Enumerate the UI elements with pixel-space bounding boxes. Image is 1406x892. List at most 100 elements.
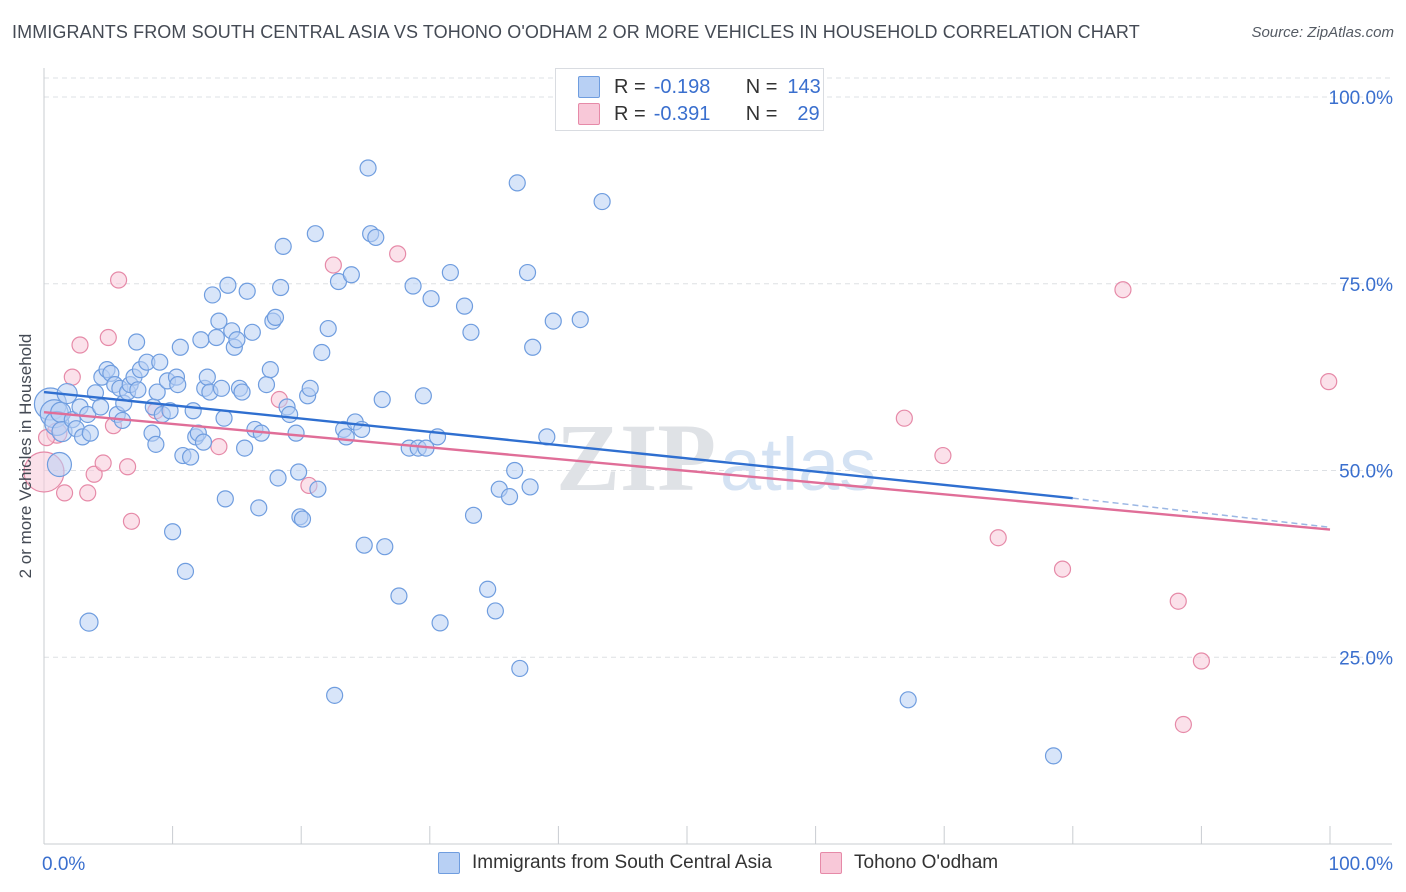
- immigrants-point: [355, 536, 373, 554]
- tohono-point: [934, 446, 952, 465]
- immigrants-point: [272, 278, 290, 297]
- immigrants-point: [486, 602, 504, 620]
- immigrants-point: [266, 308, 285, 326]
- immigrants-point: [148, 383, 166, 401]
- immigrants-point: [899, 691, 917, 709]
- immigrants-point: [281, 405, 299, 424]
- legend-n-label: N =: [745, 102, 778, 125]
- immigrants-point: [464, 506, 483, 524]
- immigrants-point: [431, 614, 449, 632]
- tohono-point: [989, 529, 1007, 547]
- immigrants-point: [309, 480, 327, 498]
- immigrants-point: [290, 463, 308, 481]
- immigrants-point: [571, 311, 589, 329]
- immigrants-point: [521, 478, 539, 496]
- immigrants-point: [319, 319, 337, 338]
- tohono-point: [99, 328, 117, 347]
- immigrants-point: [404, 277, 422, 295]
- immigrants-point: [91, 398, 110, 416]
- y-tick-label: 100.0%: [1329, 88, 1394, 109]
- immigrants-point: [203, 286, 222, 304]
- immigrants-point: [455, 297, 474, 315]
- immigrants-point: [127, 333, 146, 351]
- immigrants-point: [508, 174, 526, 192]
- immigrants-point: [500, 488, 519, 506]
- immigrants-point: [81, 424, 99, 442]
- tohono-point: [895, 409, 913, 427]
- tohono-point: [1053, 560, 1072, 578]
- immigrants-point: [293, 510, 312, 528]
- immigrants-point: [182, 448, 200, 466]
- immigrants-point: [373, 390, 391, 409]
- tohono-point: [389, 245, 407, 263]
- chart-title: IMMIGRANTS FROM SOUTH CENTRAL ASIA VS TO…: [12, 22, 1140, 42]
- bottom-legend-label: Immigrants from South Central Asia: [472, 852, 772, 873]
- immigrants-point: [376, 538, 394, 556]
- immigrants-point: [215, 409, 233, 427]
- immigrants-point: [506, 461, 524, 480]
- trend-lines: [43, 390, 1331, 531]
- legend-r-value: -0.198: [653, 75, 711, 98]
- source-label: Source: ZipAtlas.com: [1251, 24, 1394, 41]
- immigrants-point: [164, 523, 182, 541]
- tohono-point: [94, 454, 112, 472]
- immigrants-point: [151, 353, 169, 371]
- immigrants-point: [479, 580, 497, 598]
- immigrants-trend-extension: [1072, 497, 1331, 529]
- immigrants-point: [192, 331, 210, 349]
- tohono-point: [210, 437, 228, 456]
- legend: R = -0.198 N = 143 R = -0.391 N = 29: [555, 68, 824, 131]
- tohono-point: [1320, 373, 1338, 391]
- immigrants-point: [524, 338, 542, 356]
- y-axis-label: 2 or more Vehicles in Household: [16, 333, 35, 579]
- tick-labels: 100.0% 75.0% 50.0% 25.0% 0.0% 100.0%: [42, 88, 1393, 875]
- immigrants-point: [236, 439, 254, 457]
- tohono-point: [1192, 652, 1211, 670]
- immigrants-point: [306, 225, 324, 243]
- immigrants-point: [243, 323, 261, 341]
- y-tick-label: 25.0%: [1339, 648, 1393, 669]
- immigrants-point: [171, 338, 189, 356]
- immigrants-point: [228, 331, 246, 349]
- tohono-point: [324, 256, 342, 274]
- immigrants-point: [462, 323, 480, 341]
- tohono-point: [1169, 592, 1187, 610]
- immigrants-point: [176, 562, 195, 580]
- immigrants-point: [390, 587, 408, 605]
- bottom-legend-swatch-blue: [438, 852, 460, 874]
- y-tick-label: 50.0%: [1339, 462, 1393, 483]
- immigrants-point: [544, 312, 562, 330]
- bottom-legend-tohono: Tohono O'odham: [820, 852, 998, 874]
- legend-n-value: 29: [797, 102, 820, 125]
- tohono-point: [1174, 715, 1192, 734]
- immigrants-point: [219, 276, 237, 294]
- immigrants-point: [326, 686, 344, 704]
- tohono-point: [109, 271, 128, 289]
- immigrants-point: [216, 490, 234, 508]
- immigrants-point: [414, 387, 432, 405]
- immigrants-point: [129, 381, 147, 399]
- immigrants-point: [261, 361, 279, 379]
- gridlines: [44, 77, 1392, 658]
- immigrants-point: [257, 375, 276, 394]
- x-tick-label: 100.0%: [1329, 854, 1394, 875]
- immigrants-point: [147, 435, 165, 453]
- immigrants-point: [79, 612, 99, 632]
- immigrants-point: [194, 433, 213, 451]
- immigrants-point: [1044, 747, 1063, 765]
- immigrants-point: [212, 379, 231, 397]
- immigrants-point: [238, 282, 256, 300]
- immigrants-point: [337, 428, 355, 446]
- immigrants-trend-line: [43, 390, 1073, 500]
- immigrants-point: [422, 290, 440, 308]
- immigrants-point: [593, 192, 611, 211]
- legend-n-label: N =: [745, 75, 778, 98]
- legend-r-label: R =: [614, 102, 646, 125]
- immigrants-point: [511, 659, 529, 678]
- tohono-point: [122, 512, 141, 530]
- y-tick-label: 75.0%: [1339, 275, 1393, 296]
- bottom-legend-immigrants: Immigrants from South Central Asia: [438, 852, 772, 874]
- legend-r-value: -0.391: [653, 102, 711, 125]
- immigrants-point: [169, 375, 187, 394]
